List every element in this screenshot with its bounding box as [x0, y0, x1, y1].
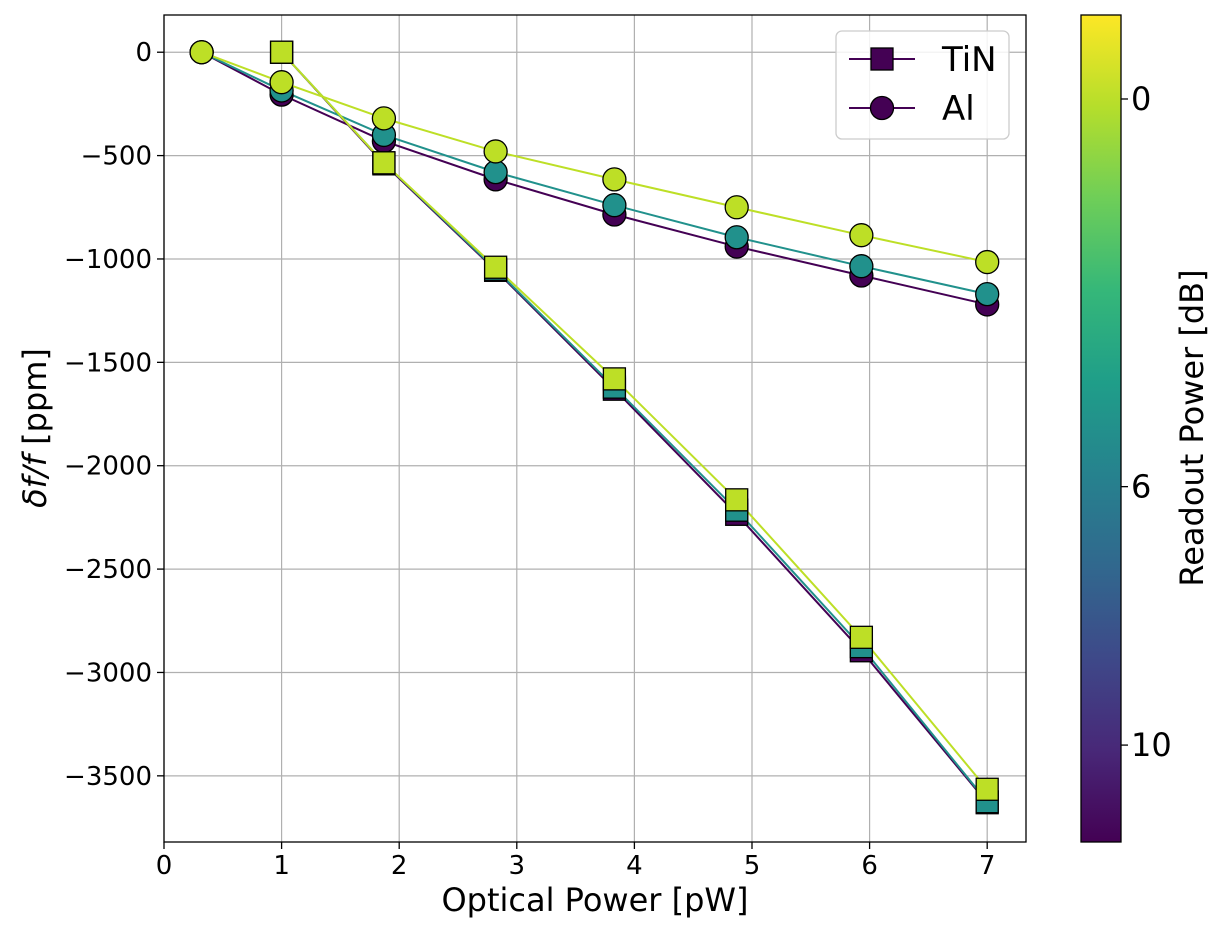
y-tick-label-2: −1000 [64, 245, 152, 275]
x-axis-label: Optical Power [pW] [441, 881, 748, 919]
series-line-al-6db [201, 51, 988, 296]
point-tin-0db-5 [849, 625, 874, 649]
colorbar-tick-label-2: 10 [1131, 726, 1172, 764]
legend-tin-label: TiN [941, 40, 997, 80]
x-tick-label-2: 2 [391, 851, 408, 881]
plot-area [164, 15, 1026, 842]
y-tick-label-3: −1500 [64, 348, 152, 378]
series-line-al-0db [201, 51, 988, 264]
legend-al-marker [869, 95, 895, 121]
point-al-6db-7 [975, 281, 1000, 307]
plot-frame [163, 14, 1027, 843]
point-al-0db-2 [371, 106, 397, 131]
y-tick-label-1: −500 [81, 142, 152, 172]
x-axis-ticks: 0 1 2 3 4 5 6 7 [156, 842, 996, 881]
y-axis-label-symbol: δf/f [16, 450, 54, 508]
x-tick-label-5: 5 [744, 851, 761, 881]
colorbar-tick-label-0: 0 [1131, 80, 1151, 118]
colorbar: 0 6 10 Readout Power [dB] [1080, 14, 1211, 843]
x-tick-label-1: 1 [273, 851, 290, 881]
point-al-0db-6 [849, 223, 874, 248]
colorbar-ticks: 0 6 10 [1121, 80, 1172, 764]
point-tin-0db-6 [975, 777, 999, 801]
point-al-0db-0 [189, 40, 214, 65]
point-al-0db-5 [724, 195, 749, 220]
point-al-0db-3 [483, 139, 508, 164]
x-tick-label-7: 7 [979, 851, 996, 881]
legend: TiN Al [835, 30, 1010, 140]
point-tin-0db-0 [269, 40, 294, 64]
point-al-0db-1 [269, 70, 294, 95]
point-tin-0db-3 [602, 367, 627, 391]
series-line-al-10db [201, 51, 988, 306]
point-al-6db-6 [849, 254, 874, 279]
colorbar-label: Readout Power [dB] [1173, 269, 1211, 586]
point-al-6db-5 [724, 225, 749, 250]
y-tick-label-6: −3000 [64, 658, 152, 688]
point-al-6db-4 [602, 193, 627, 218]
y-axis-label-unit: [ppm] [16, 348, 54, 455]
grid-lines [163, 15, 1026, 842]
y-tick-label-0: 0 [135, 38, 152, 68]
point-al-0db-4 [602, 167, 627, 192]
legend-tin-marker [870, 47, 894, 71]
point-tin-0db-1 [372, 151, 396, 175]
point-tin-0db-2 [483, 255, 508, 279]
x-tick-label-4: 4 [626, 851, 643, 881]
x-tick-label-3: 3 [509, 851, 526, 881]
legend-al-label: Al [942, 89, 975, 129]
series-markers [189, 40, 1000, 815]
point-tin-0db-4 [725, 488, 749, 512]
colorbar-bar [1080, 14, 1122, 843]
colorbar-tick-label-1: 6 [1131, 468, 1151, 506]
y-tick-label-5: −2500 [64, 555, 152, 585]
x-tick-label-6: 6 [861, 851, 878, 881]
y-axis-label: δf/f [ppm] [16, 348, 54, 508]
x-tick-label-0: 0 [156, 851, 173, 881]
point-al-6db-3 [483, 159, 508, 185]
y-tick-label-7: −3500 [64, 762, 152, 792]
y-tick-label-4: −2000 [64, 452, 152, 482]
point-al-0db-7 [975, 249, 1000, 275]
y-axis-ticks: 0 −500 −1000 −1500 −2000 −2500 −3000 −3500 [64, 38, 164, 792]
